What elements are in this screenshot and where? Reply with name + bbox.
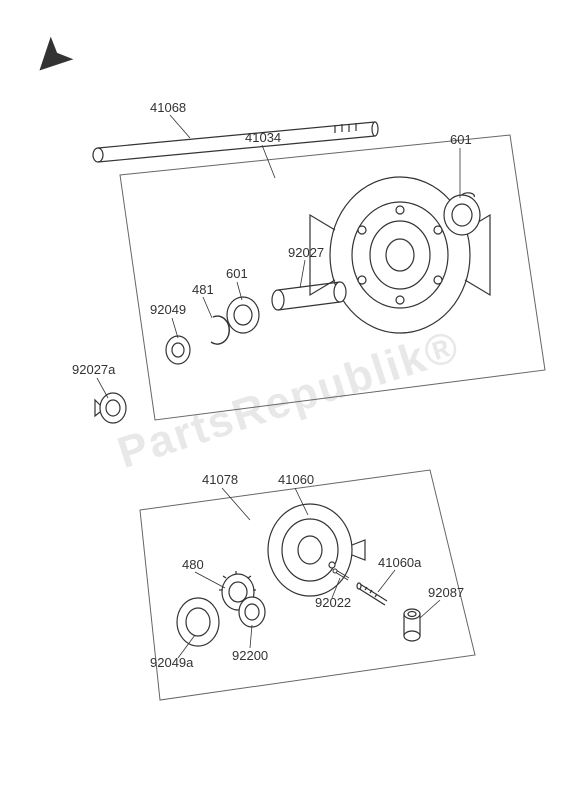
label-41060: 41060 <box>278 472 314 487</box>
label-92027: 92027 <box>288 245 324 260</box>
label-41078: 41078 <box>202 472 238 487</box>
label-92027a: 92027a <box>72 362 115 377</box>
label-601-a: 601 <box>450 132 472 147</box>
label-601-b: 601 <box>226 266 248 281</box>
label-92022: 92022 <box>315 595 351 610</box>
label-layer: 41068 41034 601 92027 601 481 92049 9202… <box>0 0 577 799</box>
label-481: 481 <box>192 282 214 297</box>
label-92049: 92049 <box>150 302 186 317</box>
label-92049a: 92049a <box>150 655 193 670</box>
label-480: 480 <box>182 557 204 572</box>
label-41068: 41068 <box>150 100 186 115</box>
label-41034: 41034 <box>245 130 281 145</box>
label-92200: 92200 <box>232 648 268 663</box>
label-92087: 92087 <box>428 585 464 600</box>
diagram-container: PartsRepublik® <box>0 0 577 799</box>
label-41060a: 41060a <box>378 555 421 570</box>
